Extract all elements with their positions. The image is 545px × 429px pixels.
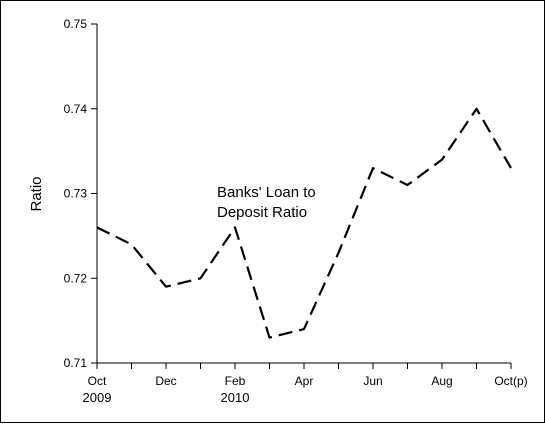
x-tick-label: Apr [295,374,314,388]
y-tick-label: 0.71 [64,356,88,370]
x-tick-label: Aug [431,374,452,388]
annotation-line-1: Banks' Loan to [217,184,316,201]
y-tick-label: 0.72 [64,271,88,285]
y-tick-label: 0.75 [64,17,88,31]
y-axis: 0.71 0.72 0.73 0.74 0.75 [64,17,97,370]
x-axis: Oct 2009 Dec Feb 2010 Apr Jun Aug Oct(p) [83,363,528,405]
y-axis-label: Ratio [28,176,45,211]
x-tick-label: Feb [225,374,246,388]
annotation-line-2: Deposit Ratio [217,204,307,221]
y-tick-label: 0.73 [64,187,88,201]
series-line [97,109,511,338]
x-tick-year-label: 2009 [83,390,112,405]
x-tick-label: Oct [88,374,107,388]
x-tick-year-label: 2010 [221,390,250,405]
x-tick-label: Oct(p) [494,374,527,388]
series-group [97,109,511,338]
x-tick-label: Dec [155,374,176,388]
y-tick-label: 0.74 [64,102,88,116]
x-tick-label: Jun [363,374,382,388]
